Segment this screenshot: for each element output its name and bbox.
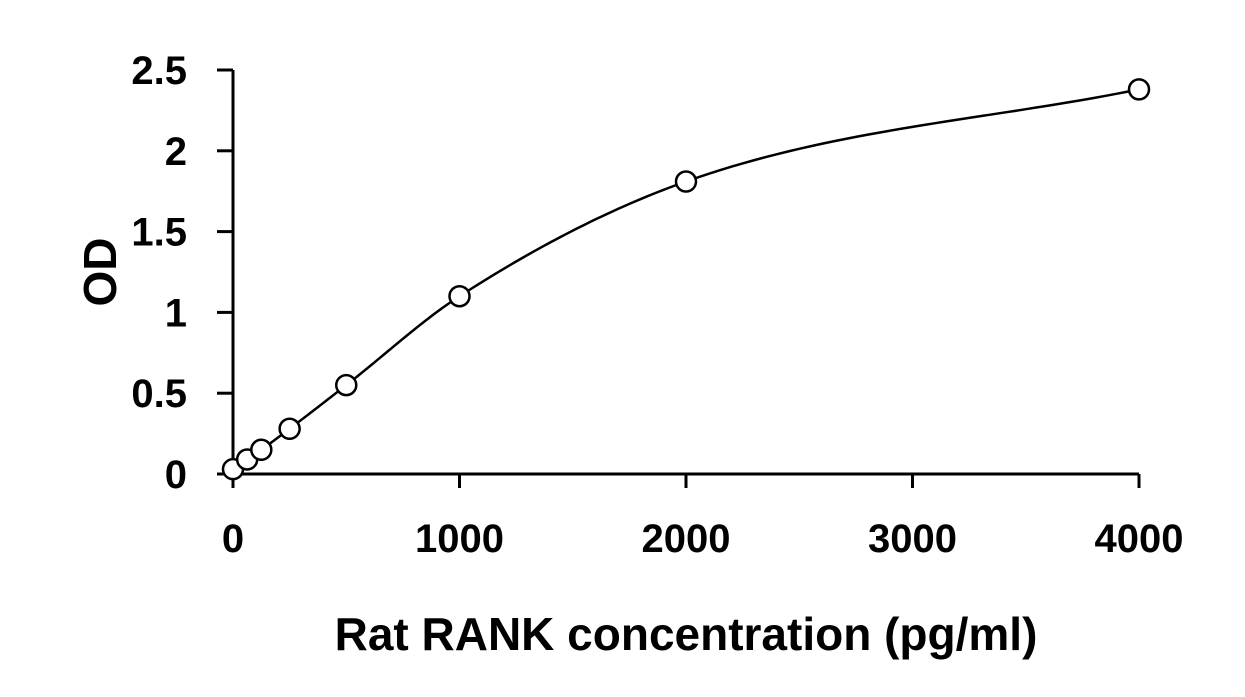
data-point <box>250 438 273 462</box>
x-tick-label: 3000 <box>868 517 957 561</box>
y-tick-label: 1.5 <box>131 211 187 255</box>
y-tick-label: 0.5 <box>131 372 187 416</box>
data-point <box>674 170 698 193</box>
x-tick-label: 4000 <box>1095 517 1184 561</box>
data-points <box>221 78 1151 481</box>
y-tick-label: 1 <box>165 291 187 335</box>
x-axis-ticks: 0 1000 2000 3000 4000 <box>222 474 1184 561</box>
x-tick-label: 1000 <box>415 517 504 561</box>
y-tick-label: 2.5 <box>131 49 187 93</box>
plot-area: 0 0.5 1 1.5 2 2.5 0 1000 2000 3000 4000 <box>131 49 1183 561</box>
y-axis-title: OD <box>74 238 126 307</box>
y-tick-label: 0 <box>165 453 187 497</box>
x-tick-label: 0 <box>222 517 244 561</box>
x-tick-label: 2000 <box>642 517 731 561</box>
x-axis-title: Rat RANK concentration (pg/ml) <box>335 608 1038 660</box>
y-axis-ticks: 0 0.5 1 1.5 2 2.5 <box>131 49 233 497</box>
fit-curve-line <box>232 88 1140 471</box>
data-point <box>278 417 301 441</box>
y-tick-label: 2 <box>165 130 187 174</box>
data-point <box>1127 78 1151 101</box>
data-point <box>335 373 358 397</box>
data-point <box>448 284 471 308</box>
